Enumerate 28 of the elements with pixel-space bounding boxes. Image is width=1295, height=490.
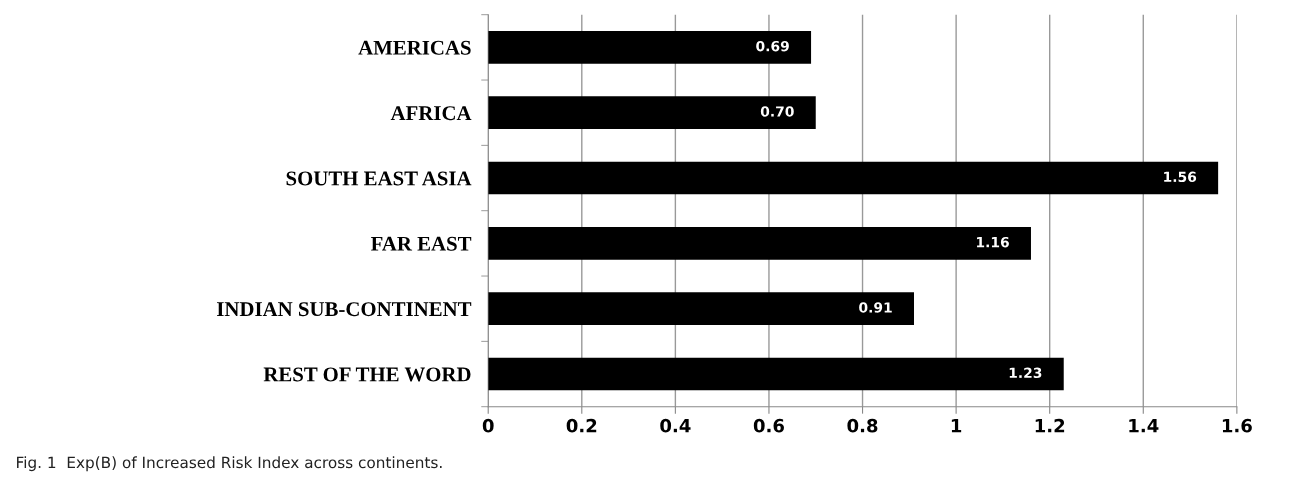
- data-label: 0.69: [756, 40, 789, 52]
- x-tick-label: 1.4: [1129, 419, 1159, 433]
- x-tick-label: 1: [951, 419, 962, 433]
- data-label: 1.23: [1009, 367, 1042, 379]
- x-tick-label: 1.2: [1035, 418, 1065, 433]
- y-tick-label: AMERICAS: [358, 40, 471, 55]
- data-label: 1.16: [976, 236, 1009, 248]
- bar: [488, 292, 914, 326]
- x-tick-label: 0.6: [753, 418, 784, 433]
- bar: [488, 357, 1064, 391]
- bar: [488, 161, 1219, 195]
- y-tick-label: REST OF THE WORD: [263, 367, 471, 382]
- data-label: 0.91: [859, 302, 892, 313]
- bar: [488, 227, 1031, 260]
- x-tick-label: 0: [482, 418, 494, 433]
- y-tick-label: FAR EAST: [370, 236, 472, 251]
- y-tick-label: SOUTH EAST ASIA: [286, 171, 472, 186]
- data-label: 1.56: [1164, 171, 1197, 183]
- x-tick-label: 0.4: [660, 418, 691, 433]
- x-tick-label: 0.2: [566, 418, 597, 433]
- bar: [488, 96, 816, 130]
- y-tick-label: AFRICA: [390, 106, 472, 121]
- x-tick-label: 0.8: [847, 418, 878, 433]
- x-tick-label: 1.6: [1222, 418, 1252, 433]
- bar: [488, 31, 812, 64]
- y-tick-label: INDIAN SUB-CONTINENT: [216, 302, 472, 317]
- caption: Fig. 1 Exp(B) of Increased Risk Index across continents.: [17, 456, 442, 472]
- data-label: 0.70: [760, 106, 794, 117]
